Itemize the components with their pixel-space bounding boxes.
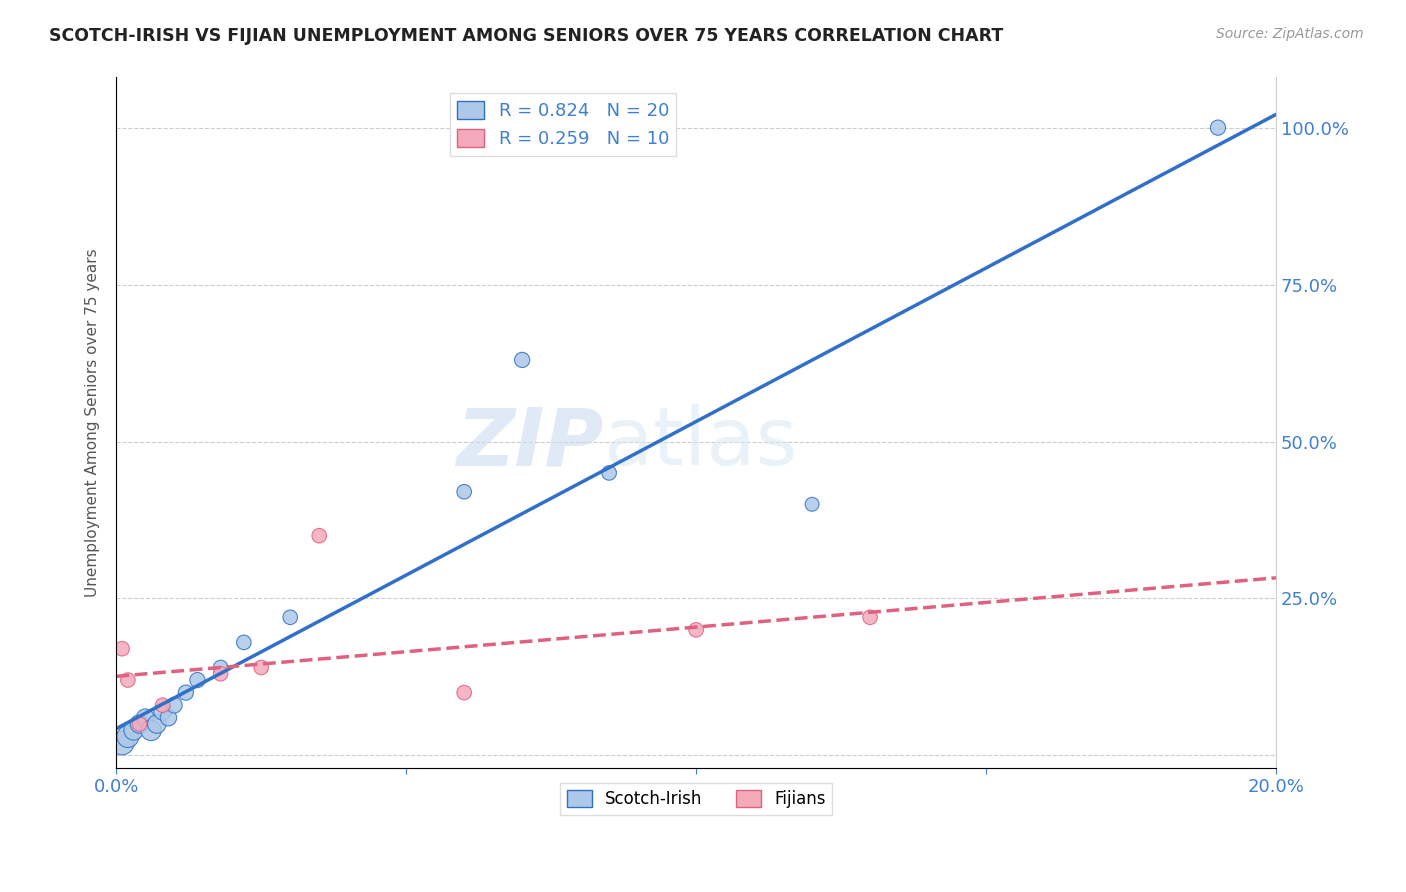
Point — [209, 660, 232, 674]
Text: atlas: atlas — [603, 404, 797, 483]
Text: ZIP: ZIP — [456, 404, 603, 483]
Point — [859, 610, 882, 624]
Point — [209, 666, 232, 681]
Point — [117, 730, 139, 744]
Point — [174, 685, 197, 699]
Legend: Scotch-Irish, Fijians: Scotch-Irish, Fijians — [560, 783, 832, 815]
Point — [111, 736, 134, 750]
Point — [139, 723, 162, 738]
Point — [128, 717, 150, 731]
Point — [134, 711, 156, 725]
Text: SCOTCH-IRISH VS FIJIAN UNEMPLOYMENT AMONG SENIORS OVER 75 YEARS CORRELATION CHAR: SCOTCH-IRISH VS FIJIAN UNEMPLOYMENT AMON… — [49, 27, 1004, 45]
Point — [122, 723, 145, 738]
Point — [453, 484, 475, 499]
Point — [128, 717, 150, 731]
Point — [801, 497, 824, 511]
Point — [510, 352, 533, 367]
Y-axis label: Unemployment Among Seniors over 75 years: Unemployment Among Seniors over 75 years — [86, 248, 100, 597]
Point — [186, 673, 208, 687]
Point — [163, 698, 186, 713]
Point — [111, 641, 134, 656]
Text: Source: ZipAtlas.com: Source: ZipAtlas.com — [1216, 27, 1364, 41]
Point — [157, 711, 180, 725]
Point — [232, 635, 254, 649]
Point — [117, 673, 139, 687]
Point — [1206, 120, 1229, 135]
Point — [152, 705, 174, 719]
Point — [146, 717, 169, 731]
Point — [250, 660, 273, 674]
Point — [152, 698, 174, 713]
Point — [308, 529, 330, 543]
Point — [453, 685, 475, 699]
Point — [685, 623, 707, 637]
Point — [598, 466, 620, 480]
Point — [278, 610, 301, 624]
